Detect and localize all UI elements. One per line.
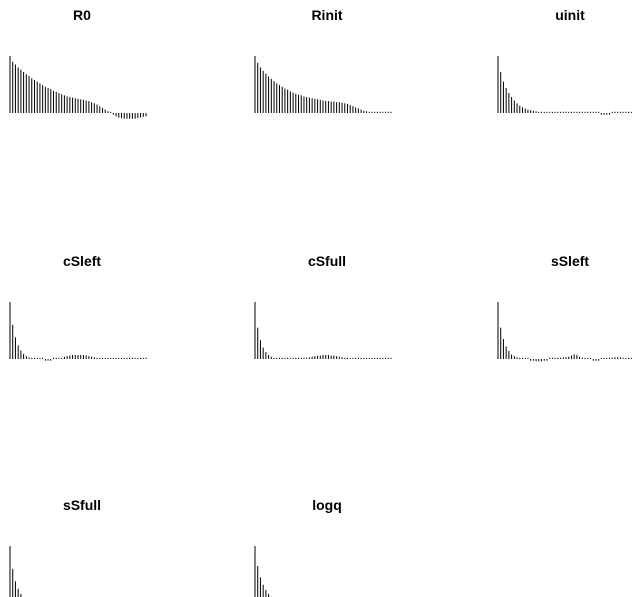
acf-panel-cSleft: cSleft — [9, 253, 147, 361]
panel-title: sSfull — [63, 497, 101, 513]
acf-panel-sSleft: sSleft — [497, 253, 632, 362]
panel-title: cSfull — [308, 253, 346, 269]
acf-panel-R0: R0 — [9, 7, 147, 119]
acf-panel-cSfull: cSfull — [254, 253, 392, 359]
panel-title: sSleft — [551, 253, 589, 269]
panel-title: R0 — [73, 7, 91, 23]
acf-panel-Rinit: Rinit — [254, 7, 392, 113]
acf-panel-sSfull: sSfull — [9, 497, 101, 597]
acf-panel-logq: logq — [254, 497, 342, 597]
panel-title: Rinit — [311, 7, 342, 23]
panel-title: uinit — [555, 7, 585, 23]
panel-title: cSleft — [63, 253, 101, 269]
acf-panel-uinit: uinit — [497, 7, 632, 115]
panel-title: logq — [312, 497, 342, 513]
